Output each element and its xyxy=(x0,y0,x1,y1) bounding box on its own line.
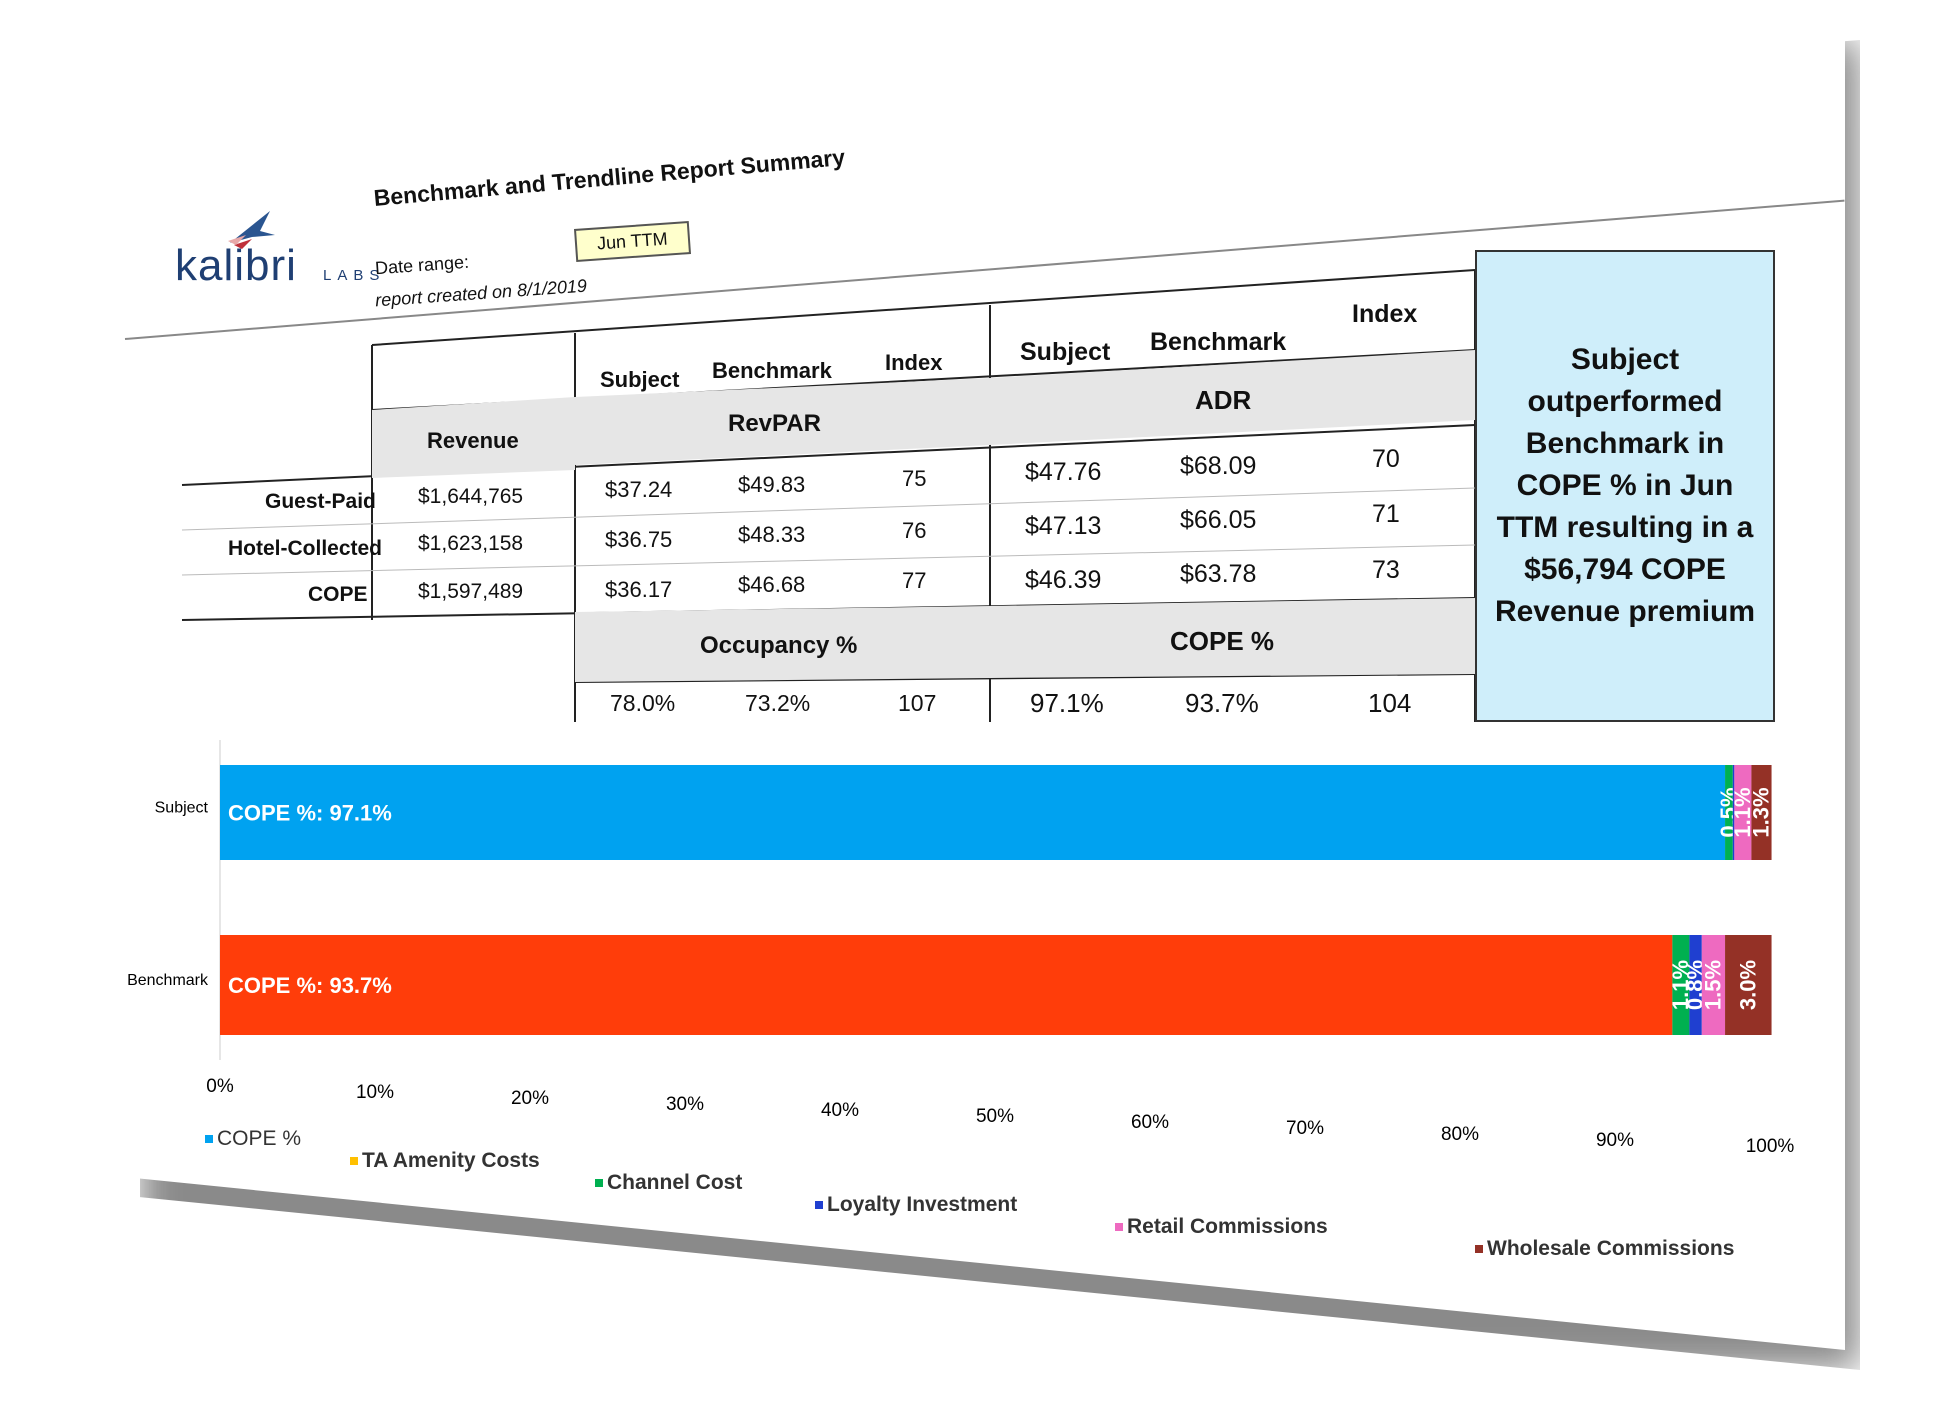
occupancy-index: 107 xyxy=(898,690,937,716)
legend-label: TA Amenity Costs xyxy=(362,1149,540,1172)
x-tick-label: 30% xyxy=(666,1094,704,1115)
revpar-benchmark-hotel-collected: $48.33 xyxy=(738,522,806,547)
logo-wordmark: kalibri xyxy=(175,241,297,290)
summary-table xyxy=(181,269,1476,722)
revpar-subject-header: Subject xyxy=(600,367,680,392)
revenue-hotel-collected: $1,623,158 xyxy=(418,532,524,555)
legend-label: Loyalty Investment xyxy=(827,1193,1017,1216)
adr-benchmark-cope: $63.78 xyxy=(1180,560,1257,588)
data-label: 1.1% xyxy=(1668,960,1693,1010)
legend-swatch xyxy=(350,1157,358,1165)
cope-pct-subject: 97.1% xyxy=(1030,688,1104,718)
revenue-cope: $1,597,489 xyxy=(418,580,524,603)
logo-labs: LABS xyxy=(323,267,386,284)
legend-swatch xyxy=(815,1201,823,1209)
adr-index-cope: 73 xyxy=(1372,556,1400,584)
x-tick-label: 80% xyxy=(1441,1124,1479,1145)
adr-subject-cope: $46.39 xyxy=(1025,566,1102,594)
adr-subject-hotel-collected: $47.13 xyxy=(1025,512,1102,540)
occupancy-header: Occupancy % xyxy=(700,632,858,659)
cope-pct-benchmark: 93.7% xyxy=(1185,688,1259,718)
x-tick-label: 60% xyxy=(1131,1112,1169,1133)
adr-subject-guest-paid: $47.76 xyxy=(1025,458,1102,486)
adr-index-hotel-collected: 71 xyxy=(1372,500,1400,528)
data-label: 1.3% xyxy=(1748,787,1773,837)
bar-segment xyxy=(1751,765,1772,860)
bar-segment xyxy=(1672,935,1690,1035)
logo: kalibri LABS xyxy=(175,205,405,295)
bar-segment xyxy=(1725,765,1733,860)
cope-stacked-bar-chart: Subject COPE %: 97.1% 0.5%1.1%1.3%Benchmar… xyxy=(127,740,1795,1260)
adr-header: ADR xyxy=(1195,385,1252,415)
revpar-index-guest-paid: 75 xyxy=(902,466,927,491)
hummingbird-icon xyxy=(228,211,275,249)
revpar-subject-hotel-collected: $36.75 xyxy=(605,527,673,552)
x-tick-label: 0% xyxy=(206,1076,234,1097)
adr-index-header: Index xyxy=(1352,300,1418,328)
x-tick-label: 40% xyxy=(821,1100,859,1121)
revpar-index-hotel-collected: 76 xyxy=(902,518,927,543)
legend-label: Wholesale Commissions xyxy=(1487,1237,1734,1260)
legend-label: COPE % xyxy=(217,1127,301,1150)
revpar-subject-guest-paid: $37.24 xyxy=(605,477,673,502)
summary-callout: Subject outperformed Benchmark in COPE %… xyxy=(1475,250,1775,722)
legend-swatch xyxy=(205,1135,213,1143)
legend-label: Retail Commissions xyxy=(1127,1215,1328,1238)
data-label: 1.1% xyxy=(1730,787,1755,837)
cope-pct-header: COPE % xyxy=(1170,626,1275,656)
adr-benchmark-header: Benchmark xyxy=(1150,328,1287,356)
legend-swatch xyxy=(595,1179,603,1187)
revpar-benchmark-header: Benchmark xyxy=(712,358,832,383)
legend-swatch xyxy=(1475,1245,1483,1253)
revpar-subject-cope: $36.17 xyxy=(605,577,673,602)
row-label-cope: COPE xyxy=(308,583,368,606)
bar-segment xyxy=(1725,935,1772,1035)
row-label-guest-paid: Guest-Paid xyxy=(265,490,376,513)
adr-index-guest-paid: 70 xyxy=(1372,445,1400,473)
bar-segment xyxy=(1732,765,1735,860)
category-label: Benchmark xyxy=(127,972,209,989)
x-tick-label: 90% xyxy=(1596,1130,1634,1151)
occupancy-benchmark: 73.2% xyxy=(745,690,811,716)
bar-segment xyxy=(1734,765,1752,860)
adr-benchmark-hotel-collected: $66.05 xyxy=(1180,506,1257,534)
x-tick-label: 50% xyxy=(976,1106,1014,1127)
bar-segment xyxy=(220,765,1726,860)
bar-segment xyxy=(1701,935,1726,1035)
occupancy-subject: 78.0% xyxy=(610,690,676,716)
revpar-index-cope: 77 xyxy=(902,568,927,593)
revpar-benchmark-guest-paid: $49.83 xyxy=(738,472,806,497)
revenue-header: Revenue xyxy=(427,428,519,453)
legend-label: Channel Cost xyxy=(607,1171,742,1194)
revenue-guest-paid: $1,644,765 xyxy=(418,485,524,508)
data-label: COPE %: 97.1% xyxy=(228,801,392,826)
bar-segment xyxy=(220,935,1673,1035)
x-tick-label: 10% xyxy=(356,1082,394,1103)
data-label: 3.0% xyxy=(1735,960,1760,1010)
revpar-header: RevPAR xyxy=(728,410,821,437)
category-label: Subject xyxy=(155,800,209,817)
legend-swatch xyxy=(1115,1223,1123,1231)
data-label: 1.5% xyxy=(1700,960,1725,1010)
data-label: COPE %: 93.7% xyxy=(228,973,392,998)
adr-subject-header: Subject xyxy=(1020,338,1111,366)
cope-pct-index: 104 xyxy=(1368,688,1412,718)
row-label-hotel-collected: Hotel-Collected xyxy=(228,537,383,560)
x-tick-label: 70% xyxy=(1286,1118,1324,1139)
x-tick-label: 100% xyxy=(1746,1136,1795,1157)
revpar-benchmark-cope: $46.68 xyxy=(738,572,806,597)
bar-segment xyxy=(1689,935,1702,1035)
adr-benchmark-guest-paid: $68.09 xyxy=(1180,452,1257,480)
x-tick-label: 20% xyxy=(511,1088,549,1109)
revpar-index-header: Index xyxy=(885,350,943,375)
